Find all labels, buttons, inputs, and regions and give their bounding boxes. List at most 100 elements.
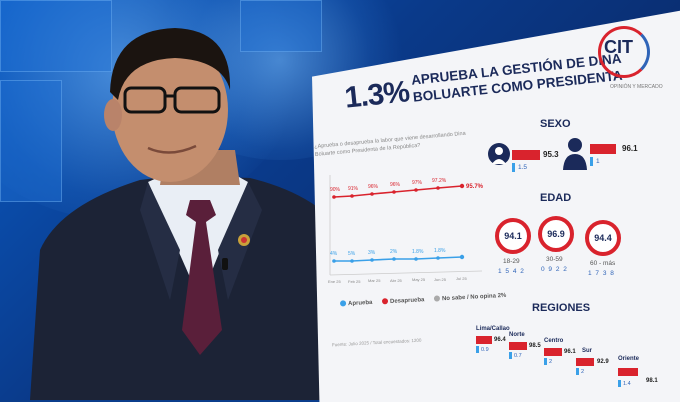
trend-top-last-label: 95.7% <box>466 184 484 190</box>
trend-bottom-label: 4% <box>330 251 338 257</box>
region-red-bar-lima <box>476 336 492 344</box>
trend-x-label: Abr 25 <box>390 278 403 283</box>
logo-subtitle: OPINIÓN Y MERCADO <box>610 84 663 90</box>
age-label-60-mas: 60 - más <box>590 260 616 267</box>
region-red-bar-norte <box>509 342 527 350</box>
trend-point <box>370 192 374 196</box>
region-label-centro: Centro <box>544 338 564 344</box>
trend-chart: 90% 91% 96% 96% 97% 97.2% 95.7% 4% 5% 3%… <box>328 175 484 284</box>
trend-bottom-label: 2% <box>390 249 398 255</box>
region-label-sur: Sur <box>582 348 593 354</box>
trend-point <box>392 190 396 194</box>
studio-screen-panel <box>240 0 322 52</box>
trend-x-label: Mar 25 <box>368 278 381 283</box>
trend-point <box>332 259 336 263</box>
region-blue-value-oriente: 1.4 <box>623 381 631 387</box>
logo-ring <box>598 26 650 78</box>
region-blue-bar-oriente <box>618 380 621 387</box>
region-label-norte: Norte <box>509 332 525 338</box>
legend-extra-value: 2% <box>497 292 507 300</box>
trend-point <box>436 186 440 190</box>
age-donut-60-mas: 94.4 <box>585 220 621 256</box>
cit-logo: CIT OPINIÓN Y MERCADO <box>594 24 663 96</box>
male-blue-value: 1 <box>596 158 600 165</box>
trend-point <box>350 259 354 263</box>
survey-board: 1.3% APRUEBA LA GESTIÓN DE DINA BOLUARTE… <box>312 10 680 402</box>
trend-bottom-label: 5% <box>348 251 356 257</box>
legend-dot-gray <box>433 295 441 302</box>
legend-dot-red <box>381 298 389 305</box>
trend-top-label: 90% <box>330 187 341 193</box>
trend-axis-x <box>329 270 483 276</box>
female-blue-value: 1.5 <box>518 164 528 171</box>
trend-x-label: Feb 25 <box>348 279 361 284</box>
region-blue-bar-centro <box>544 358 547 365</box>
male-blue-bar <box>590 157 593 166</box>
region-red-bar-centro <box>544 348 562 356</box>
region-red-bar-oriente <box>618 368 638 376</box>
trend-point <box>392 257 396 261</box>
age-label-30-59: 30-59 <box>546 256 563 263</box>
regiones-title: REGIONES <box>532 302 591 314</box>
region-label-lima: Lima/Callao <box>476 326 510 332</box>
studio-screen-panel <box>0 80 62 202</box>
region-red-value-lima: 96.4 <box>494 337 506 343</box>
logo-text: CIT <box>604 37 633 57</box>
studio-screen-panel <box>0 0 112 72</box>
legend-label: Aprueba <box>347 299 373 308</box>
region-blue-value-lima: 0.9 <box>481 347 489 353</box>
region-blue-bar-sur <box>576 368 579 375</box>
female-red-bar <box>512 150 540 160</box>
trend-point <box>436 256 440 260</box>
region-red-value-norte: 98.5 <box>529 343 541 349</box>
trend-point <box>459 254 465 260</box>
region-blue-value-centro: 2 <box>549 359 553 365</box>
trend-x-label: Ene 25 <box>328 279 341 284</box>
legend-dot-blue <box>339 300 347 307</box>
age-sub-60-mas: 1 7 3 8 <box>588 270 615 277</box>
female-icon <box>488 143 510 165</box>
region-red-value-oriente: 98.1 <box>646 378 658 384</box>
age-sub-18-29: 1 5 4 2 <box>498 268 525 275</box>
trend-point <box>414 188 418 192</box>
headline-percent: 1.3% <box>343 75 411 115</box>
trend-point <box>414 257 418 261</box>
legend-label: Desaprueba <box>389 297 425 305</box>
region-red-bar-sur <box>576 358 594 366</box>
source-footnote: Fuente: Julio 2025 / Total encuestados: … <box>331 337 422 348</box>
trend-points-desaprueba <box>332 183 465 199</box>
trend-bottom-label: 1.8% <box>412 249 424 255</box>
trend-top-label: 96% <box>390 182 401 188</box>
sexo-title: SEXO <box>540 118 571 130</box>
legend-item-aprueba: Aprueba <box>339 299 373 308</box>
region-blue-bar-norte <box>509 352 512 359</box>
trend-top-label: 97.2% <box>432 178 447 184</box>
region-red-value-centro: 96.1 <box>564 349 576 355</box>
trend-points-aprueba <box>332 254 465 263</box>
trend-x-label: May 25 <box>412 277 426 282</box>
trend-top-label: 97% <box>412 180 423 186</box>
region-blue-value-sur: 2 <box>581 369 585 375</box>
trend-bottom-label: 1.8% <box>434 248 446 254</box>
legend-item-desaprueba: Desaprueba <box>381 297 425 305</box>
legend-item-nsno: No sabe / No opina 2% <box>433 292 507 303</box>
trend-point <box>370 258 374 262</box>
trend-top-label: 91% <box>348 186 359 192</box>
trend-point <box>350 194 354 198</box>
female-blue-bar <box>512 163 515 172</box>
trend-point <box>459 183 465 189</box>
region-blue-value-norte: 0.7 <box>514 353 522 359</box>
trend-x-label: Jul 25 <box>456 276 467 281</box>
age-donut-18-29: 94.1 <box>495 218 531 254</box>
edad-title: EDAD <box>540 192 572 204</box>
male-red-value: 96.1 <box>622 144 638 153</box>
presenter-figure <box>30 28 390 400</box>
region-label-oriente: Oriente <box>618 356 640 362</box>
trend-point <box>332 195 336 199</box>
male-red-bar <box>590 144 616 154</box>
age-label-18-29: 18-29 <box>503 258 520 265</box>
region-red-value-sur: 92.9 <box>597 359 609 365</box>
age-sub-30-59: 0 9 2 2 <box>541 266 568 273</box>
legend-label: No sabe / No opina <box>441 293 497 303</box>
trend-legend: Aprueba Desaprueba No sabe / No opina 2% <box>339 291 515 308</box>
